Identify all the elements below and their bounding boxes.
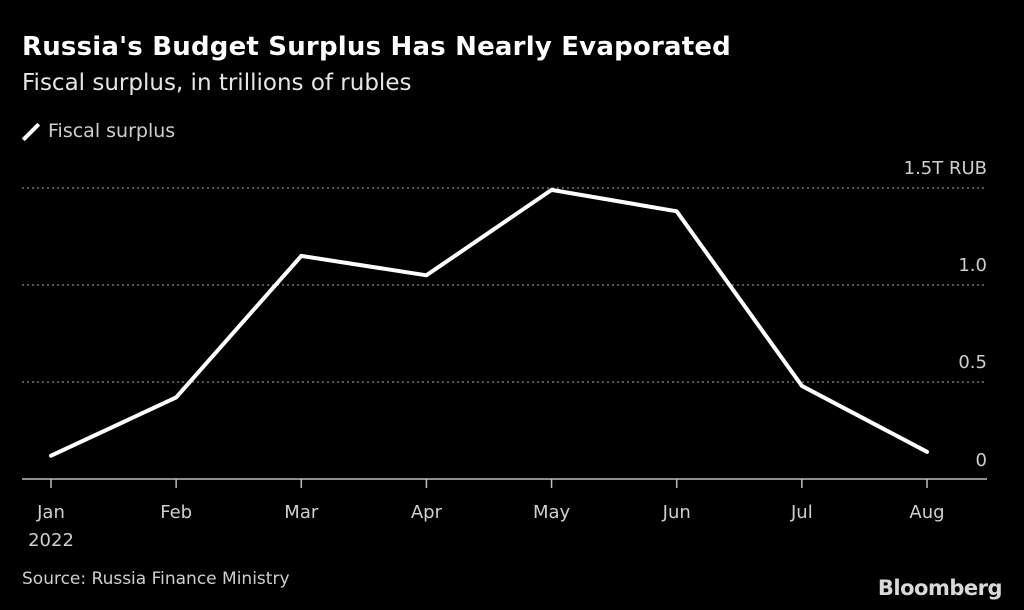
x-tick-label: Feb [160, 502, 192, 523]
x-tick-label: Apr [411, 502, 443, 523]
series-lines [49, 187, 929, 458]
chart-title: Russia's Budget Surplus Has Nearly Evapo… [22, 32, 731, 62]
y-tick-label: 0.5 [958, 352, 987, 373]
x-year-label: 2022 [28, 530, 74, 551]
bloomberg-logo: Bloomberg [877, 576, 1003, 600]
x-tick-label: May [533, 502, 571, 523]
gridlines [22, 187, 987, 383]
x-tick-label: Jan [36, 502, 65, 523]
x-tick-label: Jul [790, 502, 813, 523]
y-tick-label: 1.0 [958, 255, 987, 276]
x-tick-label: Mar [284, 502, 319, 523]
chart-subtitle: Fiscal surplus, in trillions of rubles [22, 70, 412, 96]
x-axis: Jan Feb Mar Apr May Jun Jul Aug 2022 [22, 478, 987, 551]
y-tick-label: 1.5T RUB [904, 158, 987, 179]
legend: Fiscal surplus [22, 120, 175, 142]
x-tick-label: Jun [662, 502, 691, 523]
y-tick-label: 0 [976, 450, 987, 471]
legend-label: Fiscal surplus [48, 120, 176, 142]
x-tick-label: Aug [909, 502, 944, 523]
y-axis-ticks: 0 0.5 1.0 1.5T RUB [904, 158, 987, 471]
source-note: Source: Russia Finance Ministry [22, 569, 290, 589]
series-line-fiscal-surplus [49, 187, 929, 458]
